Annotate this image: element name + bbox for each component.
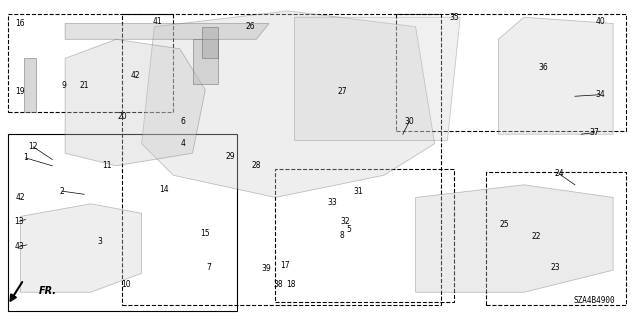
Text: 4: 4 <box>180 139 186 148</box>
Text: 6: 6 <box>180 117 186 126</box>
Polygon shape <box>202 27 218 58</box>
Text: 13: 13 <box>15 217 24 226</box>
Text: 10: 10 <box>121 280 131 289</box>
Text: 36: 36 <box>538 63 548 72</box>
Text: 7: 7 <box>206 263 211 271</box>
Text: 29: 29 <box>226 152 236 161</box>
Text: 30: 30 <box>404 117 414 126</box>
Text: 27: 27 <box>337 87 347 96</box>
Polygon shape <box>65 24 269 39</box>
Text: 38: 38 <box>274 280 284 289</box>
Text: 22: 22 <box>532 233 541 241</box>
Text: 33: 33 <box>328 198 338 207</box>
Text: 12: 12 <box>29 142 38 151</box>
Text: 35: 35 <box>449 13 459 22</box>
Polygon shape <box>20 204 141 292</box>
Text: 1: 1 <box>23 153 28 162</box>
Polygon shape <box>193 39 218 84</box>
Text: 15: 15 <box>200 229 210 238</box>
Polygon shape <box>415 185 613 292</box>
Text: 11: 11 <box>102 161 111 170</box>
Text: FR.: FR. <box>38 286 56 296</box>
Text: 9: 9 <box>61 81 67 90</box>
Text: 37: 37 <box>589 128 599 137</box>
Text: 14: 14 <box>159 185 169 194</box>
Text: 18: 18 <box>287 280 296 289</box>
Text: 21: 21 <box>79 81 89 90</box>
Polygon shape <box>294 17 460 141</box>
Text: 32: 32 <box>340 217 350 226</box>
Text: 23: 23 <box>551 263 561 271</box>
Text: 42: 42 <box>131 71 140 80</box>
Text: 28: 28 <box>252 161 261 170</box>
Text: 42: 42 <box>16 193 26 202</box>
Text: 26: 26 <box>245 22 255 31</box>
Text: 40: 40 <box>595 18 605 26</box>
Polygon shape <box>65 39 205 166</box>
Text: 25: 25 <box>500 220 509 229</box>
Text: 17: 17 <box>280 261 290 270</box>
Text: 31: 31 <box>353 187 363 196</box>
Text: 5: 5 <box>346 225 351 234</box>
Text: 2: 2 <box>60 187 64 196</box>
Text: 43: 43 <box>14 242 24 251</box>
Polygon shape <box>499 17 613 134</box>
Text: SZA4B4900: SZA4B4900 <box>573 296 615 305</box>
Text: 34: 34 <box>595 90 605 99</box>
Text: 41: 41 <box>153 18 163 26</box>
Polygon shape <box>141 11 435 197</box>
Text: 16: 16 <box>16 19 26 28</box>
Text: 19: 19 <box>16 87 26 96</box>
Text: 24: 24 <box>554 169 564 178</box>
Polygon shape <box>24 58 36 112</box>
Text: 3: 3 <box>98 237 102 246</box>
Text: 20: 20 <box>118 112 127 121</box>
Text: 39: 39 <box>261 264 271 273</box>
Text: 8: 8 <box>340 231 345 240</box>
